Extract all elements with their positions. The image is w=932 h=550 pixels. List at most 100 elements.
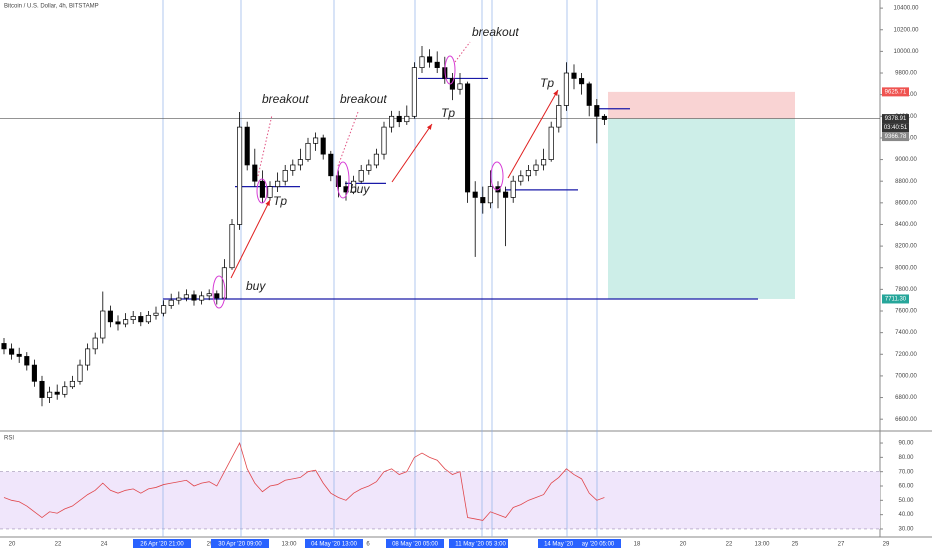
- candle-body: [335, 175, 341, 187]
- candle-body: [115, 321, 121, 325]
- candle-body: [541, 159, 547, 166]
- candle-body: [472, 191, 478, 198]
- candle-body: [518, 175, 524, 182]
- candle-body: [427, 56, 433, 63]
- candle-body: [16, 353, 22, 357]
- candle-body: [366, 164, 372, 171]
- x-tick-label: 29: [207, 542, 214, 548]
- x-tick-label: 22: [55, 542, 62, 548]
- y-tick-label: 9800.00: [895, 71, 917, 77]
- annotation: breakout: [472, 25, 519, 39]
- candle-body: [107, 310, 113, 323]
- candle-body: [259, 180, 265, 198]
- x-tick-label: 25: [792, 542, 799, 548]
- candle-body: [267, 186, 273, 198]
- candle-body: [556, 105, 562, 128]
- annotation: buy: [246, 279, 266, 293]
- x-tick-label: 6: [366, 542, 370, 548]
- rsi-band: [0, 471, 880, 529]
- x-tick-label: 04 May '20 13:00: [311, 542, 358, 548]
- x-tick-label: 26 Apr '20 21:00: [140, 542, 184, 548]
- y-tick-label: 7400.00: [895, 330, 917, 336]
- x-label-bg: [575, 539, 621, 548]
- candle-body: [9, 348, 15, 355]
- x-tick-label: 30 Apr '20 09:00: [218, 542, 262, 548]
- target-zone: [608, 118, 795, 299]
- highlight-ellipse: [490, 161, 504, 191]
- y-tick-label: 9000.00: [895, 157, 917, 163]
- rsi-label: RSI: [4, 436, 14, 442]
- y-tick-label: 8800.00: [895, 179, 917, 185]
- rsi-y-tick-label: 90.00: [898, 441, 914, 447]
- x-label-bg: [492, 539, 508, 548]
- candle-body: [130, 316, 136, 321]
- candle-body: [31, 364, 37, 382]
- candle-body: [381, 126, 387, 155]
- annotation: breakout: [262, 92, 309, 106]
- candle-body: [252, 164, 258, 182]
- candle-body: [161, 305, 167, 314]
- arrow: [507, 89, 559, 179]
- countdown: 03:40:51: [884, 125, 908, 131]
- rsi-y-tick-label: 30.00: [898, 527, 914, 533]
- y-tick-label: 10000.00: [893, 49, 919, 55]
- y-tick-label: 7000.00: [895, 373, 917, 379]
- annotation: Tp: [273, 194, 287, 208]
- candle-body: [373, 153, 379, 166]
- candle-body: [290, 164, 296, 171]
- candle-body: [183, 294, 189, 299]
- x-tick-label: 20: [9, 542, 16, 548]
- candle-body: [275, 180, 281, 187]
- candle-body: [92, 337, 98, 350]
- candle-body: [601, 115, 607, 120]
- x-tick-label: 29: [883, 542, 890, 548]
- x-tick-label: 13:00: [281, 542, 297, 548]
- x-tick-label: 24: [101, 542, 108, 548]
- candle-body: [419, 56, 425, 68]
- candle-body: [510, 180, 516, 198]
- candle-body: [480, 197, 486, 204]
- y-tick-label: 8400.00: [895, 222, 917, 228]
- candle-body: [244, 126, 250, 166]
- y-tick-label: 10200.00: [893, 27, 919, 33]
- rsi-y-tick-label: 80.00: [898, 455, 914, 461]
- arrow: [391, 123, 433, 183]
- price-label-bg: [882, 87, 909, 97]
- candle-body: [39, 380, 45, 398]
- candle-body: [214, 293, 220, 299]
- annotation: Tp: [540, 76, 554, 90]
- y-tick-label: 8200.00: [895, 244, 917, 250]
- candle-body: [62, 386, 68, 395]
- dotted-arrow: [337, 111, 359, 167]
- candle-body: [594, 105, 600, 117]
- annotation: buy: [350, 182, 370, 196]
- highlight-ellipse: [444, 55, 456, 85]
- rsi-y-tick-label: 40.00: [898, 512, 914, 518]
- y-tick-label: 7800.00: [895, 287, 917, 293]
- y-tick-label: 7200.00: [895, 352, 917, 358]
- price-label-bg: [882, 294, 909, 304]
- annotation: Tp: [441, 106, 455, 120]
- x-label-bg: [538, 539, 596, 548]
- candle-body: [282, 170, 288, 182]
- candle-body: [320, 137, 326, 155]
- candle-body: [69, 380, 75, 388]
- chart-title: Bitcoin / U.S. Dollar, 4h, BITSTAMP: [4, 4, 99, 10]
- y-tick-label: 7600.00: [895, 309, 917, 315]
- x-label-bg: [386, 539, 444, 548]
- x-tick-label: 20: [680, 542, 687, 548]
- x-tick-label: 22: [726, 542, 733, 548]
- x-tick-label: 08 May '20 05:00: [392, 542, 439, 548]
- cursor-price-bg: [882, 132, 909, 142]
- x-label-bg: [305, 539, 363, 548]
- highlight-ellipse: [336, 161, 350, 199]
- x-tick-label: 14 May '20 21:00: [544, 542, 591, 548]
- candle-body: [571, 72, 577, 79]
- candle-body: [1, 343, 7, 350]
- candle-body: [404, 115, 410, 123]
- rsi-y-tick-label: 50.00: [898, 498, 914, 504]
- x-label-bg: [211, 539, 269, 548]
- highlight-ellipse: [212, 275, 226, 309]
- candle-body: [389, 115, 395, 128]
- y-tick-label: 8600.00: [895, 200, 917, 206]
